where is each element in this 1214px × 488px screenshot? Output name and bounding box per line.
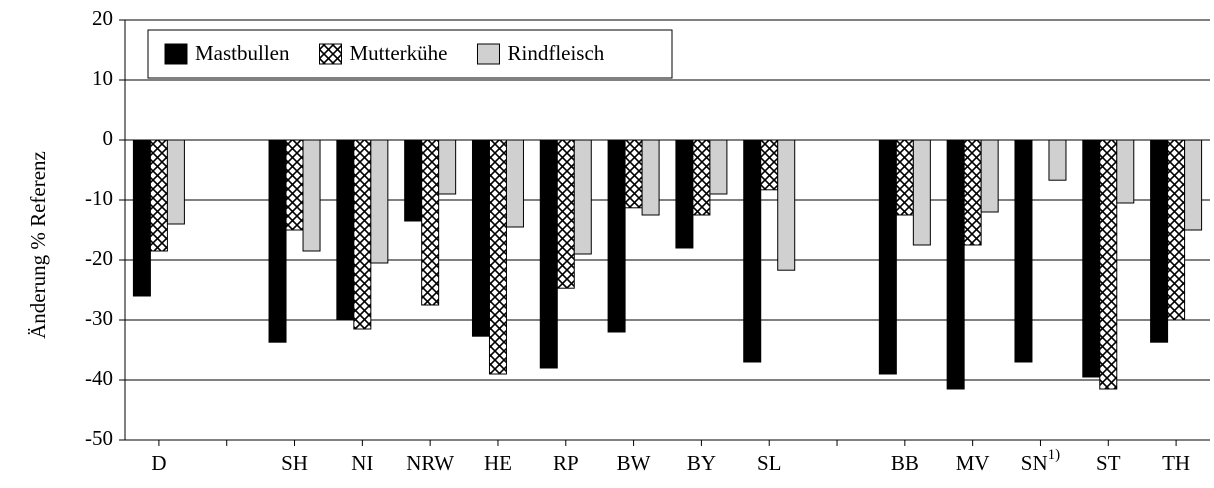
bar: [675, 139, 694, 249]
bar: [1116, 139, 1135, 204]
x-tick-label-text: D: [151, 451, 166, 475]
x-tick-label: BW: [617, 451, 651, 475]
bar: [556, 139, 575, 289]
x-tick-label-text: BW: [617, 451, 651, 475]
legend-swatch: [476, 43, 500, 65]
legend-label: Rindfleisch: [507, 41, 604, 65]
bar: [1184, 139, 1203, 231]
x-tick-label-text: ST: [1096, 451, 1121, 475]
y-tick-label: 20: [92, 6, 113, 30]
x-tick-label-text: MV: [956, 451, 990, 475]
bar: [963, 139, 982, 246]
bar: [878, 139, 897, 375]
bar: [421, 139, 440, 306]
legend-box: [147, 29, 673, 79]
legend-swatch: [319, 43, 342, 65]
x-tick-label-text: SN: [1021, 451, 1048, 475]
x-tick-label: BB: [891, 451, 919, 475]
x-tick-label-text: BY: [687, 451, 716, 475]
y-tick-label: -50: [85, 426, 113, 450]
y-tick-label: -40: [85, 366, 113, 390]
bar: [760, 139, 779, 191]
bar: [692, 139, 711, 216]
y-tick-label: -20: [85, 246, 113, 270]
bar: [505, 139, 524, 228]
bar: [1167, 139, 1186, 321]
x-tick-label: SN1): [1021, 447, 1060, 474]
bar: [777, 139, 796, 271]
bar: [1048, 139, 1067, 181]
x-tick-label: RP: [553, 451, 579, 475]
bar: [1014, 139, 1033, 363]
bar: [573, 139, 592, 255]
bar: [353, 139, 372, 330]
x-tick-label: NI: [351, 451, 373, 475]
bar: [1150, 139, 1169, 343]
bar: [132, 139, 151, 297]
bar: [149, 139, 168, 252]
x-tick-label: TH: [1162, 451, 1190, 475]
x-tick-label: MV: [956, 451, 990, 475]
bar: [471, 139, 490, 337]
bar: [336, 139, 355, 321]
bar: [946, 139, 965, 390]
x-tick-label: SH: [281, 451, 308, 475]
x-tick-label-text: SH: [281, 451, 308, 475]
x-tick-label-text: BB: [891, 451, 919, 475]
bar: [404, 139, 423, 222]
legend-label: Mutterkühe: [350, 41, 448, 65]
x-tick-label: SL: [757, 451, 782, 475]
bar: [166, 139, 185, 225]
y-tick-label: -10: [85, 186, 113, 210]
bar: [1099, 139, 1118, 390]
bar: [895, 139, 914, 216]
x-tick-note: 1): [1048, 447, 1061, 463]
bar: [641, 139, 660, 216]
y-tick-label: 0: [103, 126, 114, 150]
legend-label: Mastbullen: [195, 41, 290, 65]
bar: [438, 139, 457, 195]
x-tick-label: NRW: [406, 451, 454, 475]
bar: [743, 139, 762, 363]
bar: [268, 139, 287, 343]
bar: [980, 139, 999, 213]
x-tick-label-text: TH: [1162, 451, 1190, 475]
bar: [624, 139, 643, 209]
bar: [370, 139, 389, 264]
y-axis-label: Änderung % Referenz: [26, 151, 50, 339]
bar: [709, 139, 728, 195]
y-tick-label: -30: [85, 306, 113, 330]
x-tick-label-text: SL: [757, 451, 782, 475]
x-tick-label: HE: [484, 451, 512, 475]
x-tick-label-text: HE: [484, 451, 512, 475]
x-tick-label: ST: [1096, 451, 1121, 475]
legend-swatch: [164, 43, 188, 65]
x-tick-label-text: NRW: [406, 451, 454, 475]
x-tick-label: BY: [687, 451, 716, 475]
x-tick-label-text: RP: [553, 451, 579, 475]
bar: [285, 139, 304, 231]
x-tick-label: D: [151, 451, 166, 475]
bar: [607, 139, 626, 333]
bar: [1082, 139, 1101, 378]
bar: [912, 139, 931, 246]
bar: [302, 139, 321, 252]
bar: [539, 139, 558, 369]
x-tick-label-text: NI: [351, 451, 373, 475]
y-tick-label: 10: [92, 66, 113, 90]
bar: [488, 139, 507, 375]
